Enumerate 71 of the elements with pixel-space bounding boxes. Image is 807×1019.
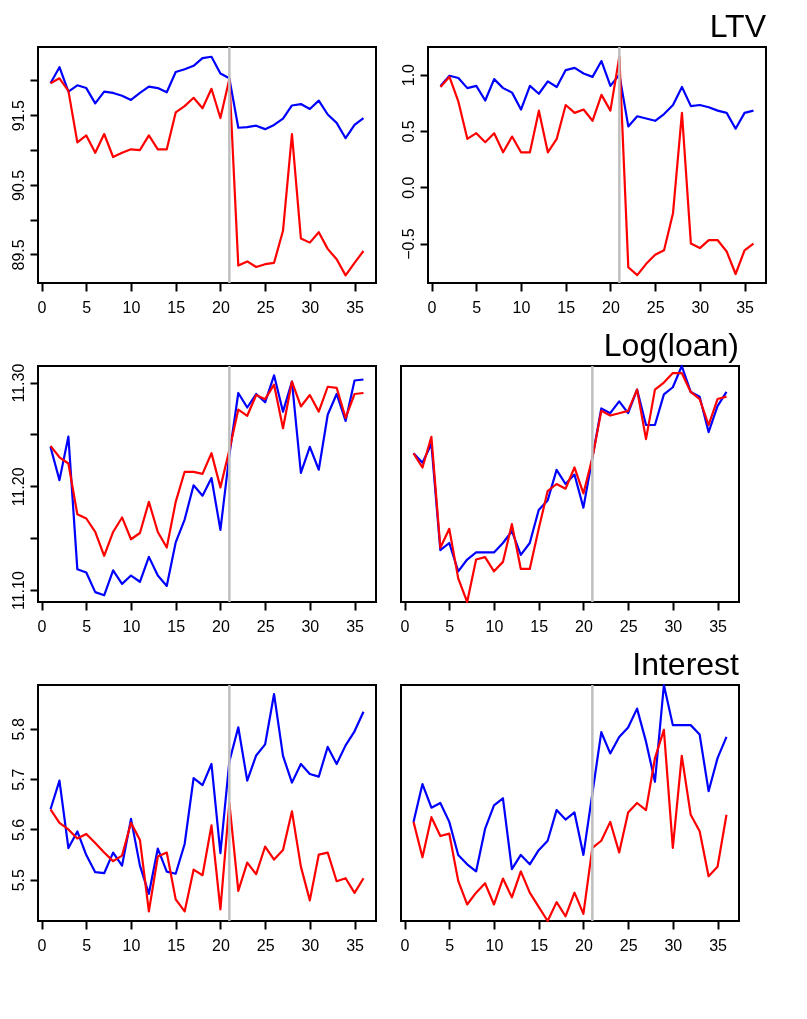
y-tick-label: 11.30: [9, 363, 27, 403]
x-tick-label: 25: [256, 298, 275, 316]
y-tick-label: −0.5: [399, 228, 417, 260]
x-tick-label: 10: [485, 617, 504, 635]
x-tick-label: 35: [346, 617, 365, 635]
x-tick-label: 25: [619, 617, 638, 635]
x-tick-label: 10: [122, 298, 141, 316]
x-tick-label: 5: [445, 936, 455, 954]
line-series: [49, 77, 365, 277]
y-tick-label: 0.0: [399, 176, 417, 199]
x-tick-label: 20: [212, 617, 230, 635]
x-tick-label: 20: [212, 298, 230, 316]
line-series: [49, 380, 365, 557]
x-tick-label: 25: [619, 936, 638, 954]
line-series: [49, 692, 365, 895]
x-tick-label: 35: [736, 298, 755, 316]
x-tick-label: 25: [646, 298, 665, 316]
line-series: [49, 55, 365, 140]
x-tick-label: 5: [82, 298, 92, 316]
x-tick-label: 5: [82, 936, 92, 954]
y-tick-label: 91.5: [9, 100, 27, 132]
x-tick-label: 10: [122, 936, 141, 954]
y-tick-label: 1.0: [399, 63, 417, 87]
chart-title: LTV: [709, 7, 767, 44]
x-tick-label: 10: [485, 936, 504, 954]
line-series: [439, 59, 755, 130]
chart-title: Interest: [632, 645, 740, 682]
x-tick-label: 15: [167, 617, 186, 635]
x-tick-label: 15: [530, 936, 549, 954]
x-tick-label: 35: [709, 936, 728, 954]
x-tick-label: 25: [256, 936, 275, 954]
x-tick-label: 15: [167, 298, 186, 316]
x-tick-label: 25: [256, 617, 275, 635]
x-tick-label: 5: [472, 298, 482, 316]
x-tick-label: 30: [301, 936, 320, 954]
x-tick-label: 30: [664, 617, 683, 635]
chart-title: Log(loan): [603, 326, 739, 363]
y-tick-label: 89.5: [9, 239, 27, 271]
x-tick-label: 0: [37, 617, 47, 635]
x-tick-label: 30: [664, 936, 683, 954]
x-tick-label: 10: [122, 617, 141, 635]
x-tick-label: 20: [212, 936, 230, 954]
y-tick-label: 11.10: [9, 571, 27, 610]
x-tick-label: 20: [602, 298, 620, 316]
y-tick-label: 5.5: [9, 869, 27, 892]
y-tick-label: 0.5: [399, 120, 417, 143]
y-tick-label: 5.8: [9, 718, 27, 741]
x-tick-label: 30: [301, 617, 320, 635]
x-tick-label: 35: [346, 936, 365, 954]
x-tick-label: 5: [445, 617, 455, 635]
x-tick-label: 0: [427, 298, 437, 316]
x-tick-label: 15: [167, 936, 186, 954]
x-tick-label: 35: [346, 298, 365, 316]
x-tick-label: 0: [37, 298, 47, 316]
x-tick-label: 5: [82, 617, 92, 635]
y-tick-label: 5.7: [9, 768, 27, 791]
x-tick-label: 20: [575, 617, 593, 635]
x-tick-label: 35: [709, 617, 728, 635]
x-tick-label: 15: [557, 298, 576, 316]
x-tick-label: 15: [530, 617, 549, 635]
y-tick-label: 90.5: [9, 169, 27, 201]
x-tick-label: 30: [301, 298, 320, 316]
x-tick-label: 0: [37, 936, 47, 954]
line-series: [49, 374, 365, 597]
x-tick-label: 20: [575, 936, 593, 954]
x-tick-label: 0: [400, 936, 410, 954]
x-tick-label: 10: [512, 298, 531, 316]
y-tick-label: 5.6: [9, 818, 27, 842]
x-tick-label: 0: [400, 617, 410, 635]
x-tick-label: 30: [691, 298, 710, 316]
y-tick-label: 11.20: [9, 467, 27, 507]
